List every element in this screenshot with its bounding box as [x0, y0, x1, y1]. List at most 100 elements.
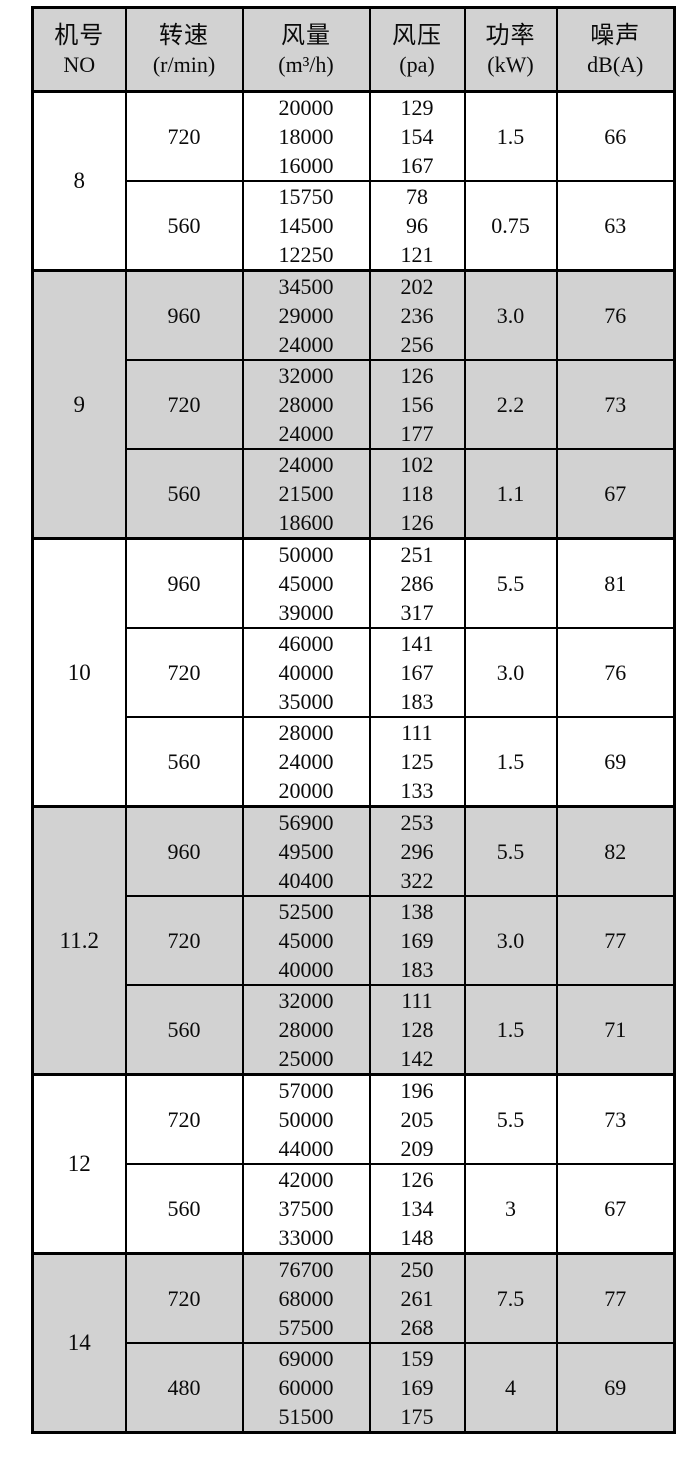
airflow-cell: 32000 28000 24000 [241, 359, 371, 450]
pressure-value: 156 [400, 392, 434, 417]
header-label-pressure: 风压 [392, 22, 442, 49]
spec-row-no14-480rpm: 480 69000 60000 51500 159 169 175 4 69 [33, 1342, 676, 1434]
airflow-cell: 20000 18000 16000 [241, 90, 371, 182]
airflow-value: 16000 [278, 153, 334, 178]
power-cell: 3.0 [463, 895, 558, 986]
header-label-speed: 转速 [159, 22, 209, 49]
pressure-value: 251 [400, 542, 434, 567]
airflow-cell: 24000 21500 18600 [241, 448, 371, 540]
pressure-value: 159 [400, 1346, 434, 1371]
pressure-value: 141 [400, 631, 434, 656]
airflow-cell: 34500 29000 24000 [241, 269, 371, 361]
noise-cell: 69 [555, 1342, 676, 1434]
pressure-cell: 126 134 148 [368, 1163, 466, 1255]
pressure-value: 134 [400, 1196, 434, 1221]
speed-cell: 480 [124, 1342, 244, 1434]
airflow-value: 12250 [278, 242, 334, 267]
pressure-cell: 111 125 133 [368, 716, 466, 808]
airflow-cell: 52500 45000 40000 [241, 895, 371, 986]
machine-no-cell: 10 [31, 537, 127, 808]
pressure-value: 209 [400, 1136, 434, 1161]
airflow-value: 44000 [278, 1136, 334, 1161]
airflow-cell: 46000 40000 35000 [241, 627, 371, 718]
airflow-value: 50000 [278, 542, 334, 567]
pressure-cell: 251 286 317 [368, 537, 466, 629]
header-unit-power: (kW) [487, 51, 534, 77]
header-label-no: 机号 [54, 22, 105, 49]
pressure-value: 167 [400, 660, 434, 685]
pressure-value: 175 [400, 1404, 434, 1429]
airflow-value: 45000 [278, 928, 334, 953]
noise-cell: 81 [555, 537, 676, 629]
airflow-value: 51500 [278, 1404, 334, 1429]
airflow-value: 24000 [278, 332, 334, 357]
header-cell-speed: 转速 (r/min) [124, 6, 244, 93]
power-cell: 5.5 [463, 1073, 558, 1165]
airflow-value: 40400 [278, 868, 334, 893]
noise-cell: 69 [555, 716, 676, 808]
spec-row-no14-720rpm: 14 720 76700 68000 57500 250 261 268 7.5 77 [31, 1252, 676, 1434]
pressure-cell: 138 169 183 [368, 895, 466, 986]
airflow-value: 49500 [278, 839, 334, 864]
airflow-cell: 32000 28000 25000 [241, 984, 371, 1076]
pressure-value: 154 [400, 124, 434, 149]
airflow-value: 20000 [278, 778, 334, 803]
spec-row-no8-560rpm: 560 15750 14500 12250 78 96 121 0.75 63 [33, 180, 676, 272]
airflow-value: 45000 [278, 571, 334, 596]
pressure-value: 125 [400, 749, 434, 774]
pressure-cell: 250 261 268 [368, 1252, 466, 1344]
pressure-cell: 78 96 121 [368, 180, 466, 272]
speed-cell: 960 [124, 805, 244, 897]
machine-no-cell: 14 [31, 1252, 127, 1434]
speed-cell: 560 [124, 984, 244, 1076]
airflow-value: 46000 [278, 631, 334, 656]
spec-row-no9-960rpm: 9 960 34500 29000 24000 202 236 256 3.0 76 [31, 269, 676, 540]
pressure-value: 78 [406, 184, 428, 209]
speed-cell: 560 [124, 180, 244, 272]
speed-cell: 720 [124, 627, 244, 718]
airflow-cell: 57000 50000 44000 [241, 1073, 371, 1165]
power-cell: 4 [463, 1342, 558, 1434]
airflow-cell: 50000 45000 39000 [241, 537, 371, 629]
header-unit-speed: (r/min) [152, 51, 216, 77]
speed-cell: 720 [124, 1252, 244, 1344]
noise-cell: 76 [555, 269, 676, 361]
airflow-value: 28000 [278, 720, 334, 745]
noise-cell: 77 [555, 895, 676, 986]
pressure-cell: 111 128 142 [368, 984, 466, 1076]
pressure-value: 261 [400, 1286, 434, 1311]
airflow-value: 57500 [278, 1315, 334, 1340]
spec-row-no8-720rpm: 8 720 20000 18000 16000 129 154 167 1.5 66 [31, 90, 676, 272]
airflow-value: 35000 [278, 689, 334, 714]
pressure-value: 111 [401, 720, 433, 745]
noise-cell: 67 [555, 1163, 676, 1255]
pressure-value: 142 [400, 1046, 434, 1071]
header-cell-pressure: 风压 (pa) [368, 6, 466, 93]
pressure-value: 322 [400, 868, 434, 893]
pressure-cell: 129 154 167 [368, 90, 466, 182]
pressure-value: 256 [400, 332, 434, 357]
noise-cell: 63 [555, 180, 676, 272]
pressure-cell: 159 169 175 [368, 1342, 466, 1434]
pressure-value: 183 [400, 957, 434, 982]
power-cell: 3.0 [463, 269, 558, 361]
airflow-value: 60000 [278, 1375, 334, 1400]
header-label-airflow: 风量 [281, 22, 331, 49]
pressure-value: 317 [400, 600, 434, 625]
machine-no-cell: 8 [31, 90, 127, 272]
spec-row-no11.2-720rpm: 720 52500 45000 40000 138 169 183 3.0 77 [33, 895, 676, 986]
pressure-value: 129 [400, 95, 434, 120]
airflow-value: 18000 [278, 124, 334, 149]
pressure-value: 202 [400, 274, 434, 299]
power-cell: 1.5 [463, 90, 558, 182]
airflow-value: 25000 [278, 1046, 334, 1071]
pressure-value: 96 [406, 213, 428, 238]
pressure-cell: 141 167 183 [368, 627, 466, 718]
spec-row-no12-560rpm: 560 42000 37500 33000 126 134 148 3 67 [33, 1163, 676, 1255]
power-cell: 1.5 [463, 716, 558, 808]
airflow-value: 76700 [278, 1257, 334, 1282]
airflow-value: 40000 [278, 957, 334, 982]
airflow-value: 24000 [278, 421, 334, 446]
speed-cell: 560 [124, 716, 244, 808]
power-cell: 0.75 [463, 180, 558, 272]
